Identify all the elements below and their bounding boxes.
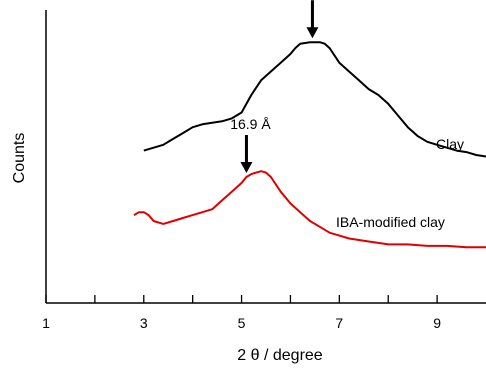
x-tick-label: 7 <box>335 315 343 331</box>
peak-annotations: 12.6 Å16.9 Å <box>230 0 319 174</box>
x-ticks: 1 3 5 7 9 <box>42 295 441 331</box>
series-label-0: Clay <box>436 136 464 152</box>
plot-area: Clay IBA-modified clay <box>133 41 486 249</box>
x-tick-label: 9 <box>433 315 441 331</box>
annotation-arrow-head <box>306 27 319 39</box>
x-tick-label: 5 <box>238 315 246 331</box>
series-label-1: IBA-modified clay <box>336 214 445 230</box>
series-line-0 <box>143 41 486 158</box>
x-tick-label: 1 <box>42 315 50 331</box>
x-tick-label: 3 <box>140 315 148 331</box>
annotation-arrow-head <box>240 162 253 174</box>
axes <box>45 10 486 304</box>
annotation-label-1: 16.9 Å <box>230 116 271 132</box>
x-axis-label: 2 θ / degree <box>237 347 323 364</box>
series-line-1 <box>133 170 486 249</box>
y-axis-label: Counts <box>11 133 28 184</box>
